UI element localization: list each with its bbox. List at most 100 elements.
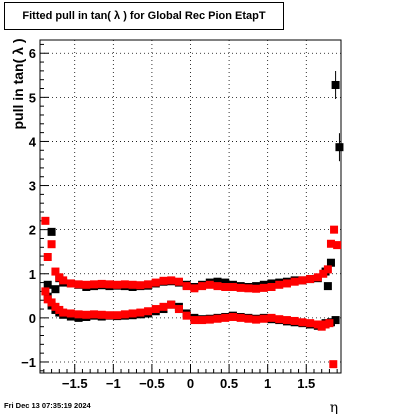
data-point bbox=[198, 282, 207, 291]
data-point bbox=[66, 279, 75, 288]
data-point bbox=[198, 316, 207, 325]
data-point bbox=[51, 267, 60, 276]
data-point bbox=[323, 265, 332, 274]
data-point bbox=[330, 225, 339, 234]
data-point bbox=[282, 316, 291, 325]
x-tick-label: 1.5 bbox=[297, 376, 315, 391]
data-point bbox=[205, 315, 214, 324]
data-point bbox=[59, 276, 68, 285]
x-tick-label: 0.5 bbox=[220, 376, 238, 391]
data-point bbox=[120, 280, 129, 289]
data-point bbox=[90, 280, 99, 289]
data-point bbox=[144, 280, 153, 289]
data-point bbox=[275, 315, 284, 324]
data-point bbox=[174, 305, 183, 314]
data-point bbox=[159, 276, 168, 285]
data-point bbox=[174, 277, 183, 286]
x-tick-label: −1 bbox=[106, 376, 121, 391]
x-tick-label: 0 bbox=[187, 376, 194, 391]
data-point bbox=[97, 310, 106, 319]
data-point bbox=[213, 314, 222, 323]
data-point bbox=[43, 253, 52, 262]
data-point bbox=[331, 316, 340, 325]
y-tick-label: 0 bbox=[29, 311, 36, 326]
data-point bbox=[290, 277, 299, 286]
data-point bbox=[306, 319, 315, 328]
y-tick-label: 1 bbox=[29, 267, 36, 282]
data-point bbox=[228, 282, 237, 291]
data-point bbox=[323, 282, 332, 291]
data-point bbox=[331, 80, 340, 89]
data-point bbox=[259, 314, 268, 323]
data-point bbox=[333, 241, 342, 250]
data-point bbox=[326, 258, 335, 267]
data-point bbox=[326, 239, 335, 248]
data-point bbox=[105, 280, 114, 289]
data-point bbox=[113, 280, 122, 289]
footer-date: Fri Dec 13 07:35:19 2024 bbox=[4, 401, 91, 410]
data-point bbox=[267, 313, 276, 322]
data-point bbox=[182, 282, 191, 291]
data-point bbox=[51, 285, 60, 294]
data-point bbox=[113, 311, 122, 320]
data-point bbox=[151, 278, 160, 287]
data-point bbox=[136, 281, 145, 290]
data-point bbox=[306, 275, 315, 284]
data-point bbox=[128, 309, 137, 318]
data-point bbox=[236, 283, 245, 292]
y-tick-label: 6 bbox=[29, 46, 36, 61]
data-point bbox=[329, 360, 338, 369]
data-point bbox=[236, 313, 245, 322]
data-point bbox=[319, 269, 328, 278]
data-point bbox=[167, 300, 176, 309]
y-tick-label: 5 bbox=[29, 90, 36, 105]
y-tick-label: 2 bbox=[29, 223, 36, 238]
chart-title-box: Fitted pull in tan( λ ) for Global Rec P… bbox=[4, 2, 284, 30]
data-point bbox=[74, 310, 83, 319]
data-point bbox=[290, 316, 299, 325]
data-point bbox=[159, 302, 168, 311]
data-point bbox=[41, 216, 50, 225]
data-point bbox=[136, 308, 145, 317]
data-point bbox=[128, 280, 137, 289]
x-tick-label: −1.5 bbox=[62, 376, 88, 391]
data-point bbox=[213, 277, 222, 286]
data-point bbox=[74, 280, 83, 289]
data-point bbox=[221, 282, 230, 291]
data-point bbox=[66, 309, 75, 318]
data-point bbox=[244, 284, 253, 293]
data-point bbox=[59, 308, 68, 317]
x-axis-label: η bbox=[330, 400, 338, 414]
data-point bbox=[167, 276, 176, 285]
data-point bbox=[190, 284, 199, 293]
data-point bbox=[144, 307, 153, 316]
data-point bbox=[325, 319, 334, 328]
y-tick-label: −1 bbox=[21, 355, 36, 370]
data-point bbox=[151, 305, 160, 314]
data-point bbox=[275, 280, 284, 289]
y-axis-label: pull in tan( λ ) bbox=[10, 39, 26, 130]
y-tick-label: 4 bbox=[29, 134, 37, 149]
data-point bbox=[335, 143, 344, 152]
data-point bbox=[221, 313, 230, 322]
data-point bbox=[90, 310, 99, 319]
data-point bbox=[298, 318, 307, 327]
y-tick-label: 3 bbox=[29, 179, 36, 194]
data-point bbox=[82, 310, 91, 319]
data-point bbox=[252, 315, 261, 324]
data-point bbox=[182, 311, 191, 320]
data-point bbox=[105, 311, 114, 320]
x-tick-label: −0.5 bbox=[139, 376, 165, 391]
data-point bbox=[43, 280, 52, 289]
data-point bbox=[205, 280, 214, 289]
data-point bbox=[228, 312, 237, 321]
data-point bbox=[259, 283, 268, 292]
x-tick-label: 1 bbox=[264, 376, 271, 391]
data-point bbox=[313, 273, 322, 282]
data-point bbox=[41, 287, 50, 296]
data-point bbox=[252, 284, 261, 293]
data-point bbox=[82, 280, 91, 289]
data-point bbox=[47, 227, 56, 236]
data-point bbox=[120, 310, 129, 319]
